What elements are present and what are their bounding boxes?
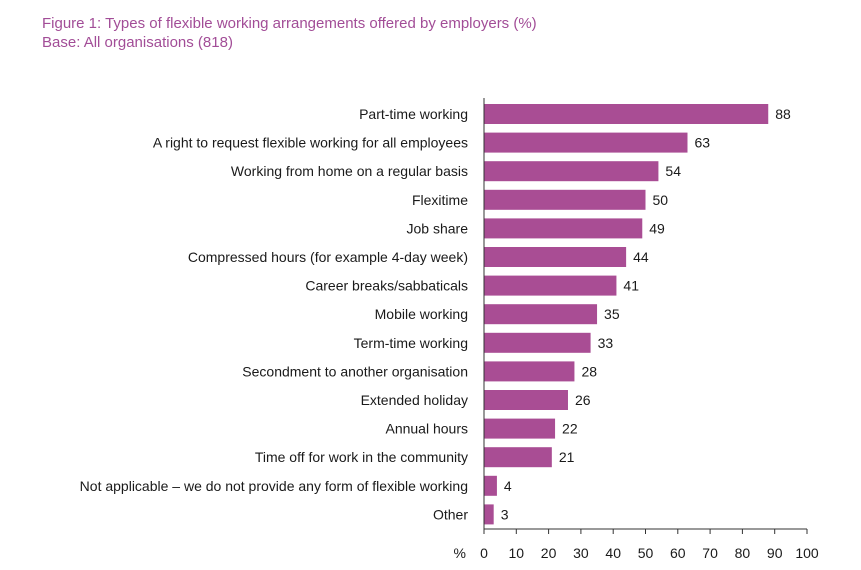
- value-label: 26: [575, 392, 591, 408]
- bar: [484, 418, 556, 439]
- value-label: 50: [653, 192, 669, 208]
- bar: [484, 447, 552, 468]
- category-label: Mobile working: [375, 306, 468, 322]
- value-label: 3: [501, 506, 509, 522]
- category-label: Working from home on a regular basis: [231, 163, 468, 179]
- value-label: 63: [694, 135, 710, 151]
- bar: [484, 189, 646, 210]
- x-tick-label: 50: [638, 545, 654, 561]
- category-label: Not applicable – we do not provide any f…: [80, 478, 468, 494]
- bar: [484, 332, 591, 353]
- category-label: A right to request flexible working for …: [153, 135, 468, 151]
- category-label: Secondment to another organisation: [242, 363, 468, 379]
- category-label: Job share: [407, 220, 469, 236]
- title-block: Figure 1: Types of flexible working arra…: [42, 14, 537, 52]
- value-label: 35: [604, 306, 620, 322]
- category-label: Annual hours: [385, 421, 468, 437]
- x-tick-label: 10: [509, 545, 525, 561]
- category-label: Flexitime: [412, 192, 468, 208]
- category-label: Extended holiday: [361, 392, 468, 408]
- x-tick-label: 20: [541, 545, 557, 561]
- x-tick-label: 100: [795, 545, 819, 561]
- value-label: 44: [633, 249, 649, 265]
- value-label: 88: [775, 106, 791, 122]
- category-label: Other: [433, 506, 468, 522]
- value-label: 49: [649, 220, 665, 236]
- x-tick-label: 70: [702, 545, 718, 561]
- category-label: Part-time working: [359, 106, 468, 122]
- x-tick-label: 40: [605, 545, 621, 561]
- category-label: Time off for work in the community: [255, 449, 468, 465]
- category-label: Career breaks/sabbaticals: [305, 278, 468, 294]
- value-label: 33: [598, 335, 614, 351]
- bar: [484, 304, 598, 325]
- x-axis-label: %: [454, 545, 466, 561]
- bar: [484, 247, 627, 267]
- chart-subtitle: Base: All organisations (818): [42, 34, 233, 51]
- x-tick-label: 80: [735, 545, 751, 561]
- bar: [484, 132, 688, 153]
- value-label: 21: [559, 449, 575, 465]
- value-label: 41: [623, 278, 639, 294]
- bar: [484, 275, 617, 296]
- bar: [484, 161, 659, 182]
- bar: [484, 104, 769, 124]
- x-tick-label: 0: [480, 545, 488, 561]
- bar: [484, 361, 575, 382]
- x-tick-label: 60: [670, 545, 686, 561]
- value-label: 4: [504, 478, 512, 494]
- category-label: Compressed hours (for example 4-day week…: [188, 249, 468, 265]
- bar: [484, 218, 643, 239]
- x-tick-label: 30: [573, 545, 589, 561]
- bar: [484, 475, 497, 496]
- category-label: Term-time working: [354, 335, 468, 351]
- chart-title: Figure 1: Types of flexible working arra…: [42, 15, 537, 32]
- value-label: 54: [665, 163, 681, 179]
- bar: [484, 504, 494, 525]
- x-tick-label: 90: [767, 545, 783, 561]
- bar: [484, 390, 568, 410]
- value-label: 22: [562, 421, 578, 437]
- value-label: 28: [581, 363, 597, 379]
